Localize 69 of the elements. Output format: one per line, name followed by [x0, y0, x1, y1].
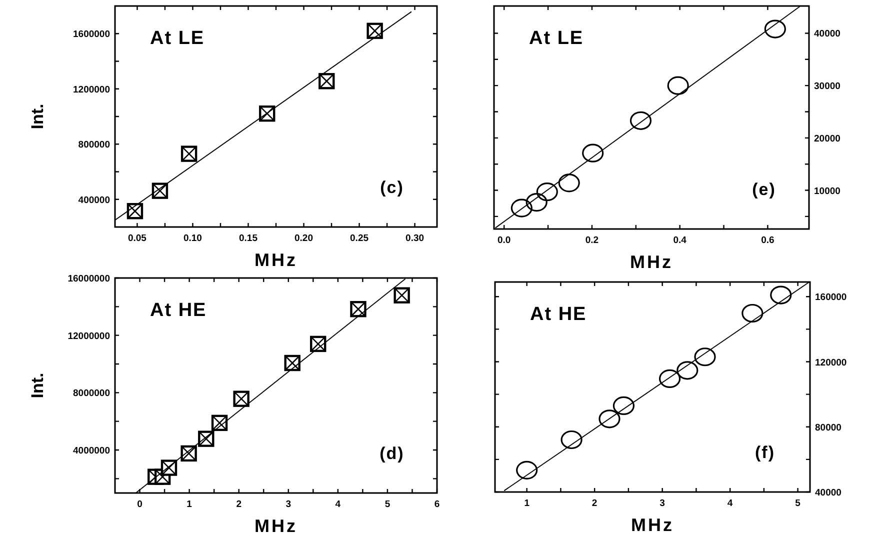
point [612, 396, 635, 416]
y2-tick-label: 80000 [815, 422, 842, 434]
x-axis-title: MHz [630, 252, 673, 272]
point [598, 410, 620, 428]
y-axis-title: Int. [28, 372, 47, 398]
y-tick-label: 800000 [78, 140, 110, 151]
point [536, 182, 558, 202]
y2-tick-label: 30000 [814, 81, 840, 92]
annotation: At HE [530, 304, 587, 325]
y2-tick-label: 10000 [814, 186, 840, 197]
y2-tick-label: 40000 [814, 28, 840, 40]
x-tick-label: 0.0 [497, 235, 511, 246]
x-axis-title: MHz [254, 516, 298, 536]
x-tick-label: 0.30 [406, 233, 424, 244]
y-axis-title: Int. [28, 104, 47, 130]
x-tick-label: 2 [236, 499, 242, 510]
x-tick-label: 6 [434, 499, 440, 510]
y-tick-label: 1200000 [73, 84, 110, 96]
x-tick-label: 0.15 [238, 233, 258, 244]
x-tick-label: 0.25 [350, 233, 370, 244]
x-tick-label: 1 [524, 498, 530, 509]
point [526, 193, 548, 212]
x-tick-label: 0.20 [294, 233, 314, 244]
point [582, 144, 604, 162]
point [658, 369, 681, 388]
x-tick-label: 4 [335, 499, 342, 510]
y-tick-label: 16000000 [68, 274, 110, 284]
y-tick-label: 8000000 [73, 388, 110, 400]
point [676, 361, 698, 380]
point [516, 460, 538, 480]
annotation: At LE [529, 28, 584, 49]
annotation: (e) [752, 180, 776, 199]
annotation: At LE [150, 28, 205, 49]
x-tick-label: 5 [795, 498, 802, 509]
x-tick-label: 3 [660, 498, 665, 509]
y2-tick-label: 120000 [815, 357, 847, 368]
point [764, 20, 786, 38]
x-tick-label: 0 [137, 499, 142, 510]
x-tick-label: 0.4 [673, 235, 688, 246]
point [694, 348, 716, 366]
y-tick-label: 12000000 [68, 330, 110, 342]
x-tick-label: 0.2 [585, 235, 599, 246]
x-tick-label: 0.6 [761, 235, 774, 246]
y-tick-label: 400000 [78, 194, 110, 206]
point [510, 198, 532, 218]
annotation: (d) [380, 444, 404, 463]
x-tick-label: 4 [727, 498, 734, 509]
point [770, 286, 792, 304]
y2-tick-label: 20000 [814, 133, 840, 144]
y2-tick-label: 40000 [815, 488, 842, 498]
x-tick-label: 0.10 [183, 233, 202, 244]
y-tick-label: 1600000 [73, 29, 110, 40]
annotation: (f) [755, 443, 775, 462]
x-axis-title: MHz [631, 515, 674, 535]
x-tick-label: 5 [384, 499, 391, 510]
point [558, 174, 580, 192]
y-tick-label: 4000000 [73, 446, 110, 456]
x-axis-title: MHz [254, 250, 298, 270]
annotation: (c) [380, 178, 404, 197]
x-tick-label: 1 [186, 499, 193, 510]
y2-tick-label: 160000 [815, 292, 847, 304]
annotation: At HE [150, 300, 207, 321]
x-tick-label: 2 [592, 498, 598, 509]
point [667, 76, 689, 95]
x-tick-label: 0.05 [128, 233, 148, 244]
point [742, 304, 764, 323]
point [630, 111, 652, 130]
x-tick-label: 3 [286, 499, 292, 510]
point [560, 430, 582, 450]
